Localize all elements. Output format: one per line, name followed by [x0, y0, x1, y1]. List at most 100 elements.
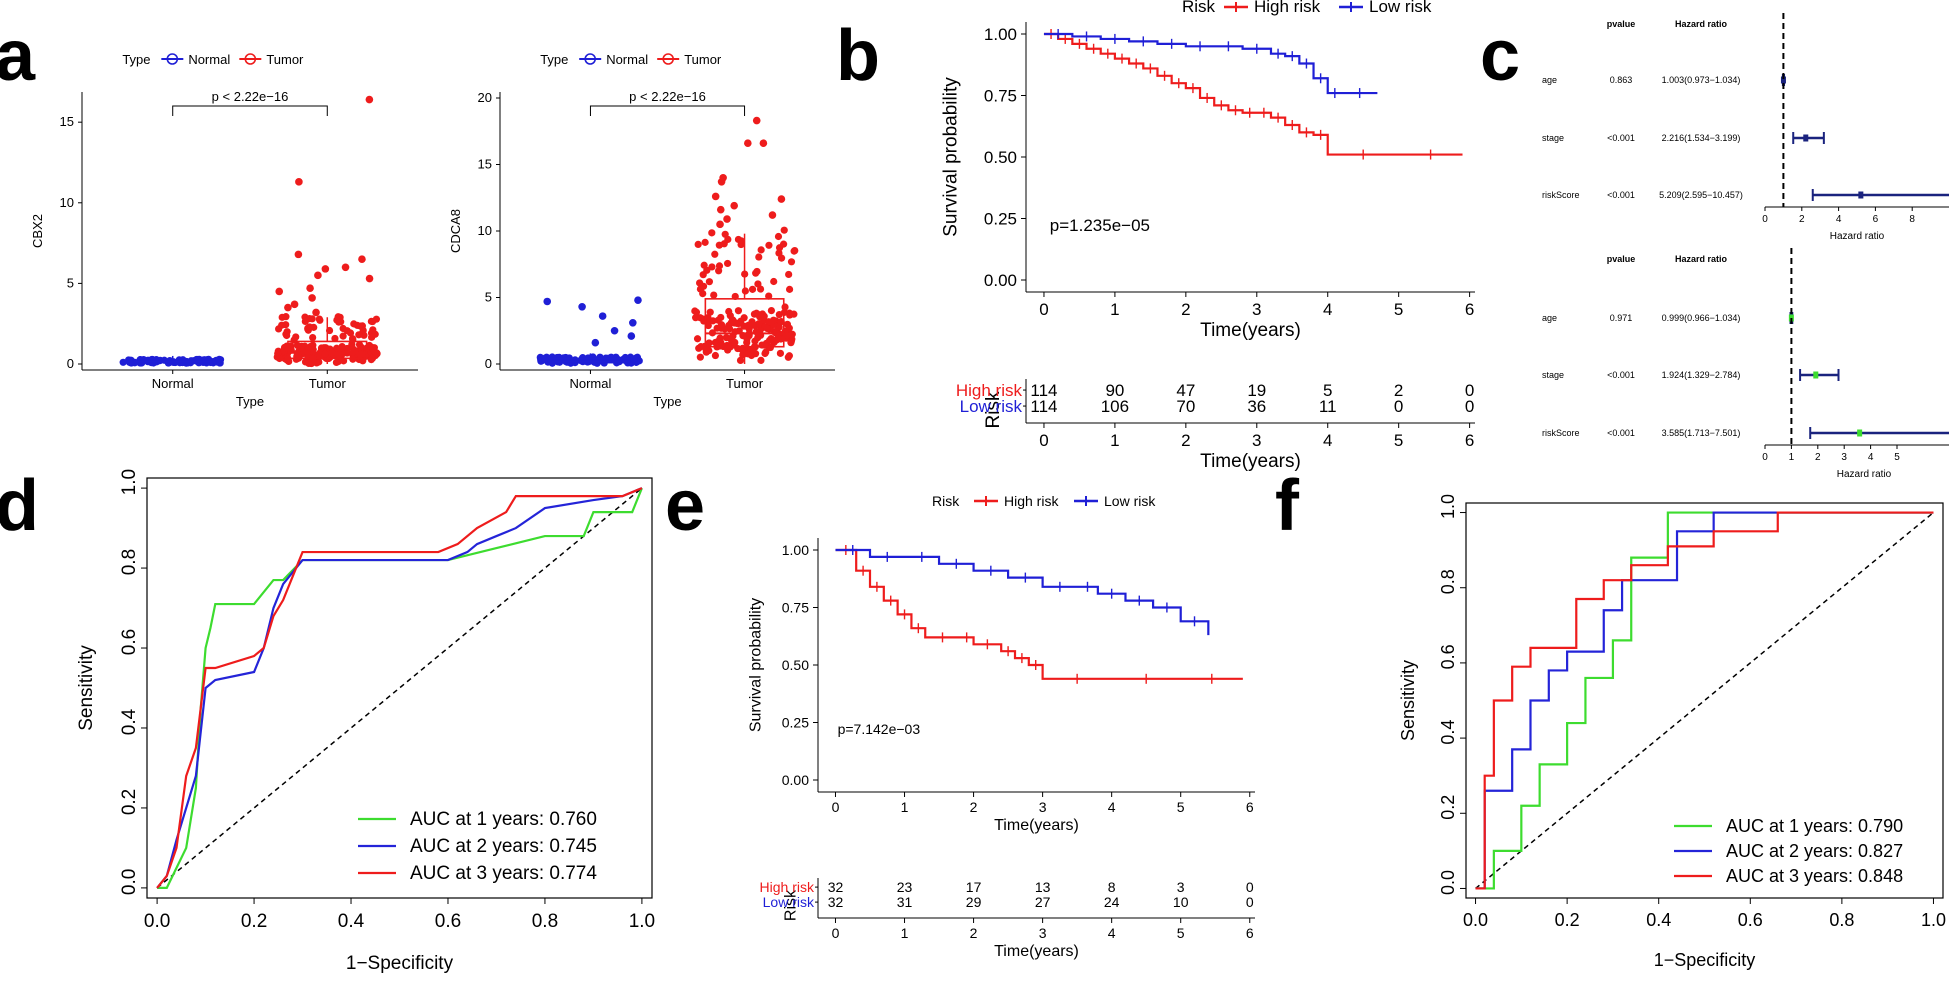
outlier-point-tumor — [744, 139, 752, 148]
risk-count: 0 — [1465, 381, 1474, 400]
hr-marker — [1858, 191, 1864, 199]
risk-count: 29 — [966, 894, 982, 910]
outlier-point-tumor — [717, 177, 726, 186]
risk-count: 8 — [1108, 879, 1116, 895]
risk-x-axis-title: Time(years) — [1200, 451, 1301, 472]
data-point-tumor — [717, 321, 726, 329]
chart-e-survival: 0.000.250.500.751.000 1 2 3 4 5 6Time(years)Su… — [748, 493, 1255, 960]
data-point-tumor — [290, 336, 298, 344]
outlier-point-tumor — [358, 255, 366, 264]
legend-label-3: AUC at 3 years: 0.848 — [1726, 866, 1903, 886]
risk-count: 0 — [1465, 397, 1474, 416]
legend-label-2: AUC at 2 years: 0.745 — [410, 836, 597, 857]
data-point-tumor — [278, 313, 286, 321]
outlier-point-tumor — [306, 284, 314, 293]
pvalue-bracket — [589, 105, 746, 116]
row-hr-text: 1.924(1.329−2.784) — [1662, 370, 1741, 380]
data-point-tumor — [710, 291, 718, 299]
y-tick-label: 10 — [60, 195, 74, 210]
y-tick-label: 0.4 — [1438, 720, 1458, 745]
data-point-tumor — [275, 325, 283, 333]
legend-label-low: Low risk — [1369, 0, 1432, 16]
legend-box — [352, 805, 647, 893]
y-tick-label: 0.25 — [984, 209, 1017, 228]
x-tick-label: 0.6 — [1738, 910, 1763, 930]
y-tick-label: 0.2 — [119, 789, 140, 815]
data-point-tumor — [700, 261, 708, 269]
x-tick-label: 0.4 — [338, 911, 365, 932]
x-tick-label: 2 — [1181, 300, 1190, 319]
data-point-tumor — [763, 324, 771, 333]
x-tick-label: 5 — [1894, 452, 1900, 463]
legend-label-tumor: Tumor — [266, 52, 304, 67]
risk-x-axis-title: Time(years) — [994, 943, 1079, 960]
outlier-point-tumor — [290, 300, 299, 309]
header-pvalue: pvalue — [1607, 19, 1636, 29]
data-point-tumor — [783, 320, 792, 328]
plot-frame — [1465, 502, 1944, 899]
x-tick-label: 3 — [1039, 799, 1047, 815]
row-label: riskScore — [1542, 190, 1580, 200]
y-tick-label: 5 — [67, 275, 74, 290]
chart-f-roc: 0.0 0.2 0.4 0.6 0.8 1.0 0.0 0.2 0.4 0.6 0.8 1.0 1−Sp… — [1398, 494, 1946, 970]
outlier-point-tumor — [365, 95, 374, 104]
data-point-tumor — [373, 349, 381, 357]
risk-x-tick-label: 5 — [1394, 431, 1403, 450]
y-tick-label: 20 — [478, 90, 492, 105]
y-tick-label: 0.0 — [1438, 870, 1458, 895]
risk-table-title: Risk — [983, 391, 1004, 428]
risk-count: 17 — [966, 879, 982, 895]
hr-marker — [1780, 76, 1786, 84]
x-tick-label: 5 — [1394, 300, 1403, 319]
pvalue-label: p=7.142e−03 — [838, 721, 921, 737]
data-point-tumor — [765, 241, 773, 249]
data-point-tumor — [785, 270, 793, 279]
data-point-tumor — [705, 278, 714, 286]
y-tick-label: 0.6 — [119, 629, 140, 655]
y-axis-title: CBX2 — [30, 214, 45, 248]
data-point-tumor — [706, 308, 714, 316]
chart-c-forest-multivariate: pvalue Hazard ratio age 0.971 0.999(0.966−1.… — [1542, 248, 1949, 480]
y-tick-label: 0.2 — [1438, 795, 1458, 820]
row-pvalue: <0.001 — [1607, 190, 1635, 200]
data-point-tumor — [752, 269, 760, 277]
data-point-tumor — [787, 258, 796, 266]
data-point-tumor — [726, 335, 735, 343]
y-axis-title: Survival probability — [940, 77, 961, 237]
y-tick-label: 1.0 — [1438, 494, 1458, 519]
data-point-tumor — [723, 259, 732, 268]
risk-row-label: Low risk — [960, 397, 1023, 416]
y-tick-label: 0.8 — [1438, 569, 1458, 594]
data-point-tumor — [775, 249, 783, 257]
x-tick-label: 1 — [901, 799, 909, 815]
x-axis-title: Time(years) — [994, 817, 1079, 834]
risk-count: 106 — [1101, 397, 1129, 416]
data-point-tumor — [785, 309, 794, 317]
survival-curve-high — [835, 548, 1243, 680]
data-point-tumor — [701, 238, 709, 246]
row-hr-text: 1.003(0.973−1.034) — [1662, 75, 1741, 85]
outlier-point-normal — [610, 326, 619, 335]
y-tick-label: 0.00 — [782, 772, 809, 788]
data-point-tumor — [776, 349, 785, 357]
data-point-tumor — [349, 355, 357, 363]
data-point-tumor — [332, 358, 341, 367]
pvalue-label: p < 2.22e−16 — [629, 89, 706, 104]
x-tick-label: 2 — [970, 799, 978, 815]
y-tick-label: 0 — [67, 356, 74, 371]
x-tick-label: 1.0 — [629, 911, 655, 932]
data-point-tumor — [339, 332, 347, 340]
risk-x-tick-label: 1 — [901, 925, 909, 941]
outlier-point-tumor — [308, 294, 316, 302]
header-hazard-ratio: Hazard ratio — [1675, 254, 1728, 264]
outlier-point-tumor — [711, 192, 720, 201]
y-tick-label: 15 — [478, 157, 492, 172]
outlier-point-tumor — [752, 116, 761, 125]
data-point-tumor — [749, 321, 757, 329]
data-point-tumor — [784, 353, 792, 361]
data-point-tumor — [785, 285, 794, 293]
legend-title: Type — [122, 52, 150, 67]
y-tick-label: 0.00 — [984, 271, 1017, 290]
row-pvalue: <0.001 — [1607, 370, 1635, 380]
